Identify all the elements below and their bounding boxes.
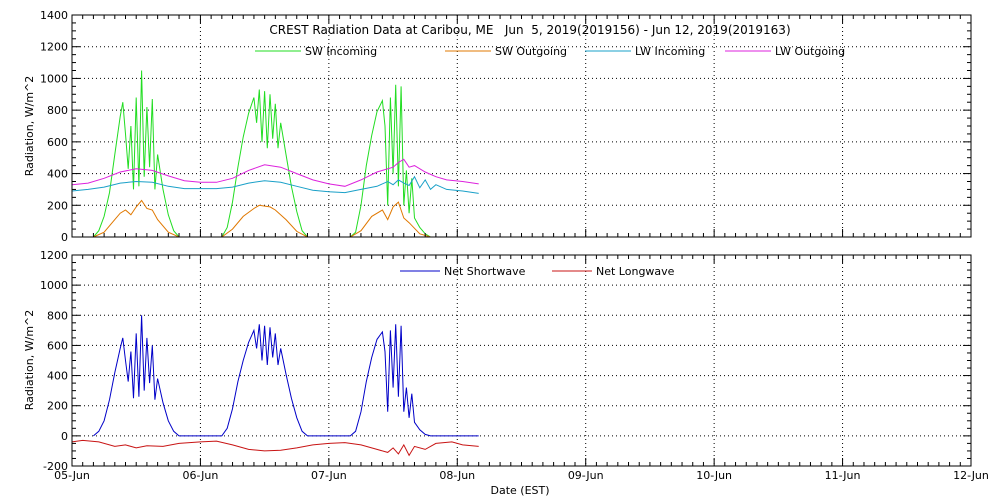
x-tick-label: 08-Jun (439, 469, 475, 482)
y-tick-label: 1200 (40, 249, 68, 262)
legend-label: LW Outgoing (775, 45, 845, 58)
series-line-lw-incoming (71, 175, 479, 194)
legend-label: SW Incoming (305, 45, 377, 58)
series-line-sw-outgoing (93, 199, 431, 238)
grid-bottom (72, 255, 971, 466)
panel-net-radiation: -200 0 200 400 600 800 1000 1200 05-Jun 06-Jun 07-… (23, 249, 989, 497)
x-tick-label: 11-Jun (825, 469, 861, 482)
series-line-lw-outgoing (71, 158, 479, 187)
legend-bottom: Net Shortwave Net Longwave (400, 265, 675, 278)
x-tick-label: 12-Jun (953, 469, 989, 482)
x-tick-label: 06-Jun (183, 469, 219, 482)
chart-title: CREST Radiation Data at Caribou, ME Jun … (269, 23, 790, 37)
legend-label: LW Incoming (635, 45, 705, 58)
legend-top: SW Incoming SW Outgoing LW Incoming LW Outg… (255, 45, 845, 58)
y-tick-label: 600 (47, 136, 68, 149)
y-tick-label: 200 (47, 199, 68, 212)
series-group-bottom (71, 315, 479, 457)
x-tick-label: 07-Jun (311, 469, 347, 482)
series-group-top (71, 70, 479, 238)
y-tick-label: 0 (61, 231, 68, 244)
x-axis-label: Date (EST) (490, 484, 549, 497)
x-tick-label: 09-Jun (568, 469, 604, 482)
y-tick-label: 400 (47, 168, 68, 181)
legend-label: SW Outgoing (495, 45, 567, 58)
series-line-sw-incoming (93, 70, 431, 238)
y-tick-label: 200 (47, 400, 68, 413)
panel-radiation-components: 0 200 400 600 800 1000 1200 1400 CREST Radiatio… (23, 9, 972, 244)
x-tick-label: 05-Jun (54, 469, 90, 482)
plot-frame-bottom (71, 254, 972, 467)
y-tick-label: 1200 (40, 41, 68, 54)
y-tick-label: 1000 (40, 72, 68, 85)
legend-label: Net Longwave (596, 265, 675, 278)
y-tick-label: -200 (43, 460, 68, 473)
ticks-top: 0 200 400 600 800 1000 1200 1400 (40, 9, 972, 244)
y-tick-label: 400 (47, 370, 68, 383)
y-tick-label: 800 (47, 104, 68, 117)
grid-top (72, 15, 971, 237)
y-axis-label-top: Radiation, W/m^2 (23, 76, 36, 177)
ticks-bottom: -200 0 200 400 600 800 1000 1200 05-Jun 06-Jun 07-… (40, 249, 989, 482)
y-tick-label: 800 (47, 309, 68, 322)
y-tick-label: 1400 (40, 9, 68, 22)
x-tick-label: 10-Jun (696, 469, 732, 482)
legend-label: Net Shortwave (444, 265, 526, 278)
y-tick-label: 1000 (40, 279, 68, 292)
series-line-net-shortwave (93, 315, 479, 437)
series-line-net-longwave (71, 439, 479, 457)
y-tick-label: 600 (47, 339, 68, 352)
y-axis-label-bottom: Radiation, W/m^2 (23, 310, 36, 411)
y-tick-label: 0 (61, 430, 68, 443)
